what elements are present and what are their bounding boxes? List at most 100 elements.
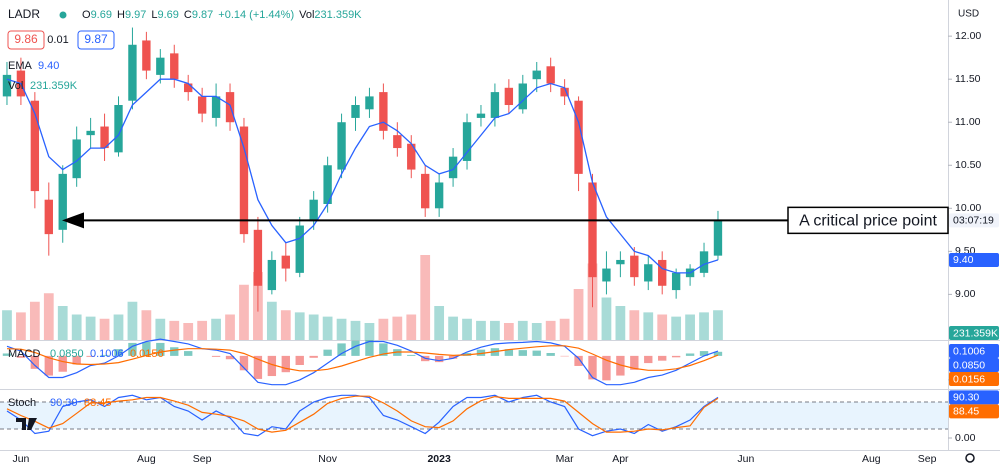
macd-histogram (58, 355, 67, 372)
candle-body (379, 92, 388, 131)
candle-body (407, 143, 416, 170)
price-tag-label: 90.30 (953, 392, 979, 404)
price-tag (949, 404, 999, 419)
volume-bar (322, 316, 333, 340)
volume-bar (29, 301, 40, 340)
macd-histogram (295, 355, 304, 365)
volume-bar (57, 306, 68, 340)
field-value: 9.69 (91, 9, 112, 21)
x-tick-label: Nov (318, 453, 337, 465)
settings-icon[interactable] (965, 453, 975, 463)
volume-bar (43, 293, 54, 340)
macd-histogram (142, 341, 151, 356)
volume-bar (378, 318, 389, 340)
macd-histogram (407, 354, 416, 356)
macd-histogram (351, 340, 360, 356)
candle-body (476, 113, 486, 118)
price-tag-label: 0.0850 (953, 359, 985, 371)
stoch-band (0, 402, 948, 429)
macd-histogram (128, 342, 137, 356)
bid: 9.86 (14, 32, 38, 46)
x-tick-label: Jun (12, 453, 29, 465)
candle-body (295, 225, 304, 273)
vol-label: Vol (8, 80, 23, 92)
candle-body (211, 96, 221, 118)
macd-histogram (156, 342, 165, 356)
macd-histogram (685, 353, 695, 356)
macd-value: 0.1006 (90, 348, 124, 360)
currency[interactable]: USD (958, 9, 979, 20)
macd-histogram (630, 355, 639, 370)
field-label: O (82, 9, 91, 21)
volume-bar (141, 310, 152, 340)
macd-histogram (86, 355, 95, 357)
volume-bar (280, 310, 291, 340)
tv-logo (16, 418, 37, 430)
volume-bar (155, 318, 166, 340)
candle-body (658, 259, 667, 286)
candle-body (309, 199, 318, 222)
candle-body (574, 100, 583, 174)
macd-histogram (239, 355, 249, 371)
macd-hist-value: 0.0850 (50, 348, 84, 360)
macd-histogram (602, 355, 611, 381)
y-tick-label: 0.00 (955, 432, 976, 444)
volume-bar (601, 297, 612, 340)
volume-bar (336, 318, 347, 340)
candle-body (365, 96, 374, 110)
volume-bar (406, 314, 417, 340)
volume-bar (294, 312, 305, 340)
ohlc-legend: O 9.69 H 9.97 L 9.69 C 9.87 +0.14 (+1.44%) Vol 231… (82, 9, 362, 21)
macd-histogram (253, 355, 263, 379)
macd-histogram (448, 355, 458, 359)
candle-body (644, 264, 653, 282)
candle-body (630, 255, 639, 278)
macd-line (6, 345, 719, 372)
volume-bar (211, 318, 221, 340)
macd-histogram (532, 350, 541, 356)
ema-value: 9.40 (38, 60, 59, 72)
volume-bar (685, 314, 695, 340)
candle-body (44, 199, 53, 235)
ask-box[interactable] (77, 30, 115, 50)
candle-body (393, 135, 402, 149)
spread: 0.01 (47, 34, 68, 46)
change: +0.14 (+1.44%) (218, 9, 294, 21)
volume-bar (643, 312, 654, 340)
candle-body (30, 100, 40, 192)
volume-bar (699, 312, 709, 340)
macd-histogram (476, 349, 486, 356)
macd-histogram (546, 353, 555, 356)
volume-bar (462, 318, 472, 340)
macd-histogram (30, 355, 40, 369)
candle-body (156, 57, 165, 75)
field-label: Vol (299, 9, 314, 21)
macd-histogram (574, 355, 583, 366)
candle-body (239, 126, 249, 235)
x-tick-label: Mar (556, 453, 575, 465)
macd-histogram (267, 355, 277, 377)
x-tick-label: Aug (137, 453, 156, 465)
candle-body (602, 268, 611, 282)
candle-body (490, 92, 500, 118)
symbol: LADR (8, 7, 40, 21)
price-tag (949, 344, 999, 359)
x-tick-label: Aug (862, 453, 881, 465)
y-tick-label: 12.00 (955, 30, 981, 42)
volume-bar (71, 314, 82, 340)
candle-body (72, 139, 81, 179)
macd-histogram (518, 350, 527, 356)
candle-body (58, 173, 67, 230)
bid-box[interactable] (7, 30, 45, 50)
candle-body (323, 165, 332, 204)
field-value: 231.359K (314, 9, 362, 21)
candle-body (128, 44, 137, 101)
field-label: H (117, 9, 125, 21)
macd-histogram (170, 347, 179, 356)
candle-body (434, 182, 444, 209)
macd-histogram (365, 340, 374, 356)
candle-body (462, 122, 472, 161)
macd-histogram (658, 355, 667, 361)
macd-histogram (337, 343, 346, 356)
